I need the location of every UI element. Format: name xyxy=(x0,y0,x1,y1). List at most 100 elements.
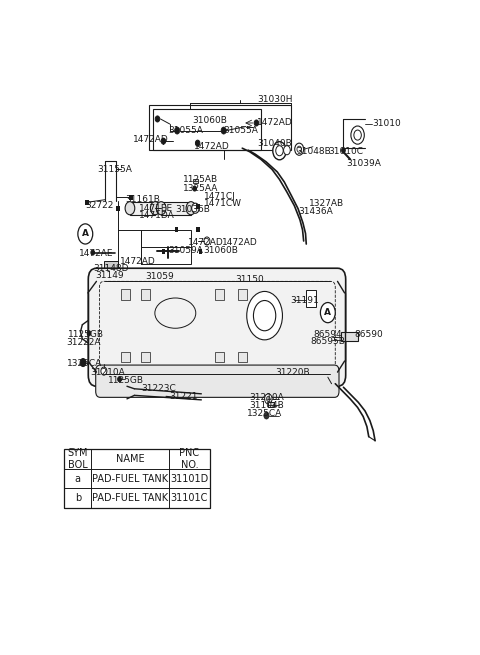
Circle shape xyxy=(276,145,283,156)
Text: 31010: 31010 xyxy=(372,119,401,128)
Circle shape xyxy=(295,143,304,155)
Bar xyxy=(141,352,150,362)
Text: 31222A: 31222A xyxy=(67,339,101,347)
Bar xyxy=(162,248,165,253)
FancyBboxPatch shape xyxy=(96,365,339,398)
Circle shape xyxy=(284,145,290,155)
Bar xyxy=(116,206,120,211)
Circle shape xyxy=(264,394,272,404)
Bar xyxy=(267,402,274,407)
Circle shape xyxy=(78,224,93,244)
Text: 31060B: 31060B xyxy=(192,117,227,126)
Bar xyxy=(238,352,247,362)
Text: NAME: NAME xyxy=(116,454,144,464)
Text: SYM
BOL: SYM BOL xyxy=(68,448,88,470)
Circle shape xyxy=(204,237,210,245)
Circle shape xyxy=(161,138,166,144)
Text: A: A xyxy=(324,308,331,317)
Text: 1325CA: 1325CA xyxy=(247,409,282,418)
Text: b: b xyxy=(75,493,81,504)
Text: 31059A: 31059A xyxy=(168,246,204,255)
Text: 1471EE: 1471EE xyxy=(139,204,173,214)
Text: 31104B: 31104B xyxy=(250,401,285,410)
Circle shape xyxy=(101,367,107,375)
Text: 31039A: 31039A xyxy=(347,159,381,168)
Bar xyxy=(130,202,155,215)
Text: 1472AD: 1472AD xyxy=(120,257,156,266)
Text: 31155A: 31155A xyxy=(97,165,132,174)
Text: 31010C: 31010C xyxy=(328,147,363,156)
Circle shape xyxy=(321,303,335,323)
Circle shape xyxy=(253,301,276,331)
Text: 31210A: 31210A xyxy=(250,393,285,402)
Circle shape xyxy=(273,141,286,160)
Text: a: a xyxy=(75,474,81,483)
Text: 31055A: 31055A xyxy=(168,126,203,134)
Circle shape xyxy=(175,127,180,134)
Text: 1125GB: 1125GB xyxy=(68,330,104,339)
Text: 31030H: 31030H xyxy=(257,95,293,104)
Bar xyxy=(129,195,132,200)
Bar xyxy=(216,352,225,362)
Bar xyxy=(196,227,200,233)
Circle shape xyxy=(192,203,199,214)
Text: 31436A: 31436A xyxy=(298,207,333,216)
Text: 31101D: 31101D xyxy=(170,474,209,483)
Text: 1472AD: 1472AD xyxy=(194,141,229,151)
Bar xyxy=(64,449,210,508)
Text: 1125GB: 1125GB xyxy=(108,376,144,384)
Circle shape xyxy=(266,396,270,402)
Text: PAD-FUEL TANK: PAD-FUEL TANK xyxy=(92,474,168,483)
Text: 1472AD: 1472AD xyxy=(222,238,258,246)
Circle shape xyxy=(195,140,200,146)
Circle shape xyxy=(342,147,345,153)
Circle shape xyxy=(193,186,196,191)
Bar xyxy=(120,352,130,362)
Text: PAD-FUEL TANK: PAD-FUEL TANK xyxy=(92,493,168,504)
Text: 86595B: 86595B xyxy=(311,337,346,346)
Bar xyxy=(199,248,203,253)
Text: 32722: 32722 xyxy=(85,201,114,210)
Bar xyxy=(149,105,290,150)
Bar xyxy=(153,109,261,150)
Text: 31149: 31149 xyxy=(96,271,124,280)
Circle shape xyxy=(221,127,226,134)
Circle shape xyxy=(91,250,95,255)
Text: 31055A: 31055A xyxy=(224,126,259,134)
Circle shape xyxy=(80,358,86,367)
Bar xyxy=(175,227,178,233)
Bar xyxy=(216,290,225,299)
Bar xyxy=(85,200,89,204)
Text: 31223C: 31223C xyxy=(141,384,176,393)
Circle shape xyxy=(155,116,160,122)
Circle shape xyxy=(354,130,361,140)
Text: PNC
NO.: PNC NO. xyxy=(180,448,200,470)
Bar xyxy=(238,290,247,299)
Text: 1472AE: 1472AE xyxy=(79,249,113,257)
Bar xyxy=(341,332,358,341)
Text: 31060B: 31060B xyxy=(203,246,238,255)
Text: 31161B: 31161B xyxy=(125,195,160,204)
Text: 31191: 31191 xyxy=(290,296,319,305)
Text: 31210A: 31210A xyxy=(91,367,125,377)
Bar xyxy=(196,204,200,209)
Text: 31040B: 31040B xyxy=(257,139,292,147)
Circle shape xyxy=(254,120,259,126)
Text: 1472AD: 1472AD xyxy=(188,238,224,246)
Text: 31101C: 31101C xyxy=(171,493,208,504)
Text: 31048B: 31048B xyxy=(296,147,331,156)
Text: 31036B: 31036B xyxy=(175,205,210,214)
Text: 1325AA: 1325AA xyxy=(183,184,218,193)
Circle shape xyxy=(297,146,301,152)
Text: 1472AD: 1472AD xyxy=(132,135,168,143)
Circle shape xyxy=(156,202,166,215)
Text: 1327AB: 1327AB xyxy=(309,199,344,208)
Circle shape xyxy=(125,202,135,215)
Text: 1472AD: 1472AD xyxy=(257,119,293,128)
Bar xyxy=(104,261,118,269)
Bar xyxy=(305,290,316,307)
Circle shape xyxy=(87,331,91,336)
Text: 31220B: 31220B xyxy=(276,367,311,377)
Bar xyxy=(120,290,130,299)
Text: 86590: 86590 xyxy=(354,330,383,339)
